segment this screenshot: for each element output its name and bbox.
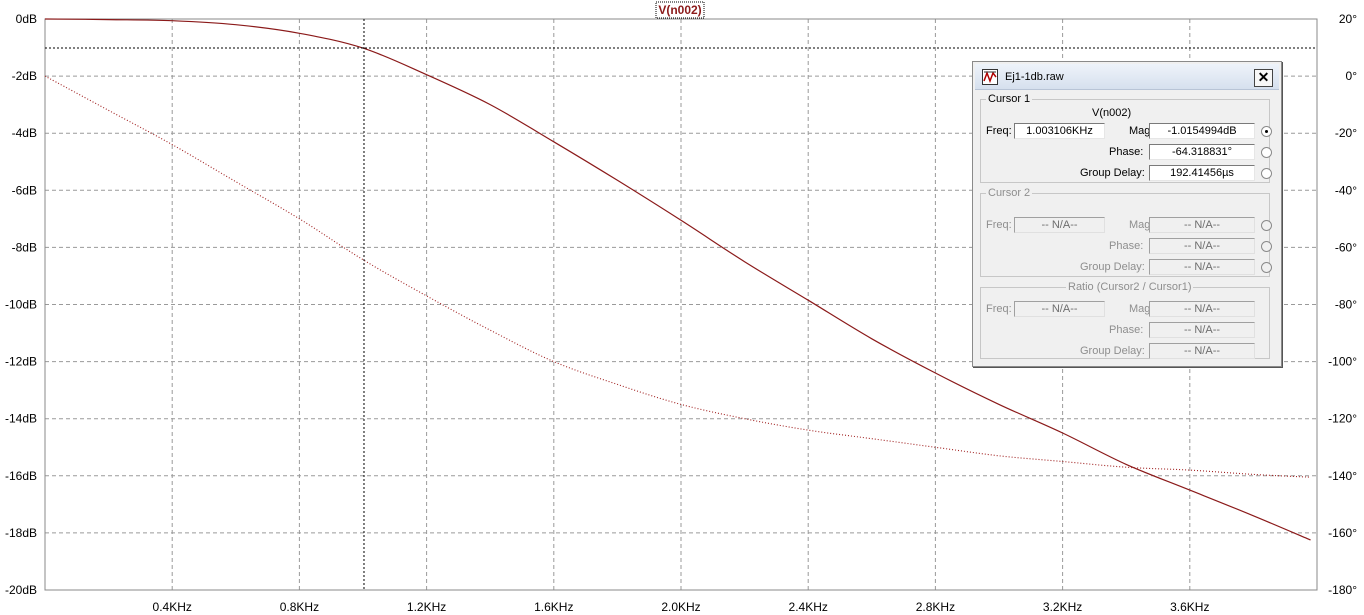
x-tick-label: 0.4KHz — [153, 600, 192, 614]
x-tick-label: 3.6KHz — [1170, 600, 1209, 614]
cursor2-gd-radio[interactable] — [1261, 262, 1272, 273]
cursor1-legend: Cursor 1 — [988, 93, 1031, 105]
x-tick-label: 2.8KHz — [916, 600, 955, 614]
cursor2-mag-label: Mag: — [1129, 219, 1154, 231]
cursor2-gd-label: Group Delay: — [1080, 261, 1145, 273]
magnitude-trace — [44, 18, 1311, 541]
ratio-gd-field: -- N/A-- — [1149, 343, 1255, 359]
ratio-freq-label: Freq: — [986, 303, 1012, 315]
cursor2-gd-field: -- N/A-- — [1149, 259, 1255, 275]
ratio-group: Ratio (Cursor2 / Cursor1) Freq: -- N/A--… — [980, 281, 1270, 359]
y-left-tick-label: -8dB — [12, 240, 37, 254]
y-right-tick-label: -80° — [1335, 298, 1357, 312]
cursor2-legend: Cursor 2 — [988, 187, 1031, 199]
cursor1-trace: V(n002) — [1092, 107, 1132, 119]
cursor1-phase-radio[interactable] — [1261, 147, 1272, 158]
y-left-tick-label: -6dB — [12, 183, 37, 197]
y-left-tick-label: -2dB — [12, 69, 37, 83]
y-left-tick-label: -12dB — [5, 355, 37, 369]
cursor2-phase-radio[interactable] — [1261, 241, 1272, 252]
ratio-phase-label: Phase: — [1109, 324, 1144, 336]
y-right-tick-label: -100° — [1328, 355, 1357, 369]
cursor-window[interactable]: Ej1-1db.raw ✕ Cursor 1 V(n002) Freq: 1.0… — [972, 61, 1282, 367]
y-left-tick-label: 0dB — [16, 12, 37, 26]
y-left-tick-label: -20dB — [5, 583, 37, 597]
y-right-tick-label: -20° — [1335, 126, 1357, 140]
y-left-tick-label: -14dB — [5, 412, 37, 426]
ratio-legend: Ratio (Cursor2 / Cursor1) — [1068, 281, 1192, 293]
ratio-mag-label: Mag: — [1129, 303, 1154, 315]
cursor1-gd-radio[interactable] — [1261, 168, 1272, 179]
cursor2-freq-field: -- N/A-- — [1014, 217, 1105, 233]
y-left-tick-label: -4dB — [12, 126, 37, 140]
cursor2-mag-field: -- N/A-- — [1149, 217, 1255, 233]
cursor1-gd-label: Group Delay: — [1080, 167, 1145, 179]
trace-label[interactable]: V(n002) — [655, 1, 705, 19]
ratio-freq-field: -- N/A-- — [1014, 301, 1105, 317]
x-tick-label: 2.4KHz — [789, 600, 828, 614]
close-button[interactable]: ✕ — [1254, 69, 1273, 87]
cursor2-mag-radio[interactable] — [1261, 220, 1272, 231]
traces — [44, 18, 1311, 541]
y-right-tick-label: -40° — [1335, 183, 1357, 197]
window-title: Ej1-1db.raw — [1005, 71, 1064, 83]
plot-frame — [44, 18, 1318, 591]
cursor1-mag-label: Mag: — [1129, 125, 1154, 137]
ratio-phase-field: -- N/A-- — [1149, 322, 1255, 338]
y-right-tick-label: -120° — [1328, 412, 1357, 426]
cursor1-group: Cursor 1 V(n002) Freq: 1.003106KHz Mag: … — [980, 93, 1272, 183]
x-tick-label: 1.2KHz — [407, 600, 446, 614]
ratio-gd-label: Group Delay: — [1080, 345, 1145, 357]
y-right-tick-label: -140° — [1328, 469, 1357, 483]
cursor2-group: Cursor 2 Freq: -- N/A-- Mag: -- N/A-- Ph… — [980, 187, 1272, 277]
y-right-tick-label: -60° — [1335, 240, 1357, 254]
y-right-tick-label: 0° — [1346, 69, 1358, 83]
cursor1-mag-radio[interactable] — [1261, 126, 1272, 137]
y-left-tick-label: -16dB — [5, 469, 37, 483]
cursor1-phase-field[interactable]: -64.318831° — [1149, 144, 1255, 160]
y-right-tick-label: 20° — [1339, 12, 1357, 26]
cursor-crosshair[interactable] — [45, 19, 1317, 590]
cursor2-freq-label: Freq: — [986, 219, 1012, 231]
cursor1-gd-field[interactable]: 192.41456µs — [1149, 165, 1255, 181]
cursor2-phase-field: -- N/A-- — [1149, 238, 1255, 254]
axis-ticks: 0.4KHz 0.8KHz 1.2KHz 1.6KHz 2.0KHz 2.4KHz 2.8K… — [5, 12, 1357, 614]
trace-name: V(n002) — [658, 3, 701, 17]
y-right-tick-label: -180° — [1328, 583, 1357, 597]
cursor2-phase-label: Phase: — [1109, 240, 1144, 252]
waveform-icon — [982, 69, 998, 85]
x-tick-label: 1.6KHz — [534, 600, 573, 614]
x-tick-label: 3.2KHz — [1043, 600, 1082, 614]
cursor1-mag-field[interactable]: -1.0154994dB — [1149, 123, 1255, 139]
cursor1-freq-label: Freq: — [986, 125, 1012, 137]
y-left-tick-label: -10dB — [5, 298, 37, 312]
x-tick-label: 0.8KHz — [280, 600, 319, 614]
y-right-tick-label: -160° — [1328, 526, 1357, 540]
title-bar[interactable]: Ej1-1db.raw ✕ — [975, 64, 1279, 90]
x-tick-label: 2.0KHz — [661, 600, 700, 614]
cursor1-phase-label: Phase: — [1109, 146, 1144, 158]
y-left-tick-label: -18dB — [5, 526, 37, 540]
cursor1-freq-field[interactable]: 1.003106KHz — [1014, 123, 1105, 139]
ratio-mag-field: -- N/A-- — [1149, 301, 1255, 317]
